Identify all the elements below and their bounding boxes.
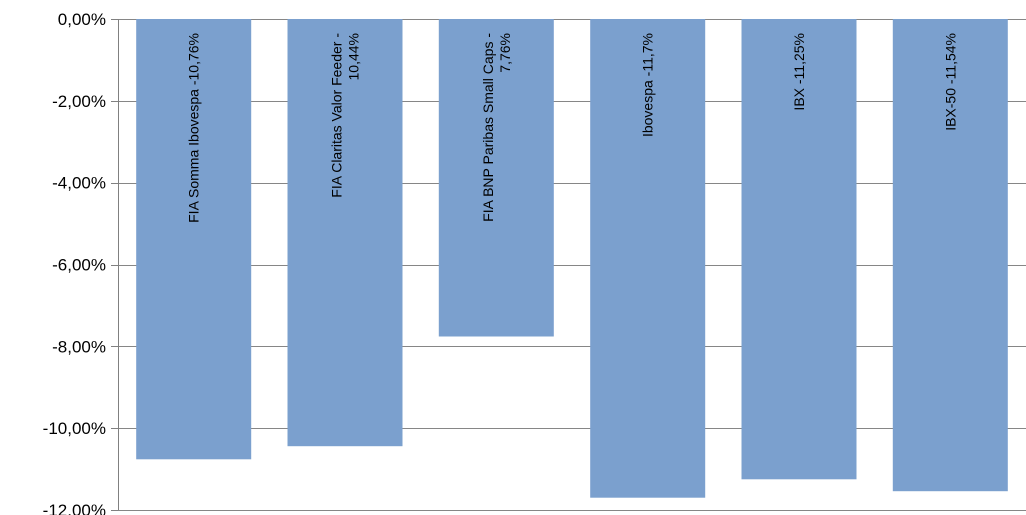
bar-label-line: IBX-50 -11,54% [942,33,958,131]
bar-label-line: FIA Claritas Valor Feeder - [329,33,345,198]
bar-label-line: IBX -11,25% [791,33,807,111]
bar-label-line: 7,76% [497,33,513,73]
y-tick-label: 0,00% [58,10,106,29]
bar-label: IBX -11,25% [791,33,807,111]
y-tick-label: -12,00% [43,501,106,515]
gridlines [118,19,1026,511]
y-tick-label: -4,00% [52,174,106,193]
bar [287,19,403,447]
bar-label: FIA BNP Paribas Small Caps -7,76% [480,33,513,222]
bar-label-line: Ibovespa -11,7% [640,33,656,137]
bar [438,19,554,337]
bar [590,19,706,498]
bars [136,19,1008,498]
bar-label-line: FIA Somma Ibovespa -10,76% [186,33,202,223]
bar-label: FIA Claritas Valor Feeder -10,44% [329,33,362,198]
bar [892,19,1008,492]
bar [741,19,857,480]
bar-label: Ibovespa -11,7% [640,33,656,137]
bar [136,19,252,460]
bar-label-line: 10,44% [346,33,362,80]
bar-label: FIA Somma Ibovespa -10,76% [186,33,202,223]
bar-label-line: FIA BNP Paribas Small Caps - [480,33,496,222]
y-tick-label: -2,00% [52,92,106,111]
bar-labels: FIA Somma Ibovespa -10,76% FIA Claritas V… [186,33,959,223]
y-tick-label: -6,00% [52,256,106,275]
y-axis: 0,00% -2,00% -4,00% -6,00% -8,00% -10,00% -12,… [43,10,119,515]
bar-label: IBX-50 -11,54% [942,33,958,131]
y-tick-label: -10,00% [43,419,106,438]
y-tick-label: -8,00% [52,337,106,356]
